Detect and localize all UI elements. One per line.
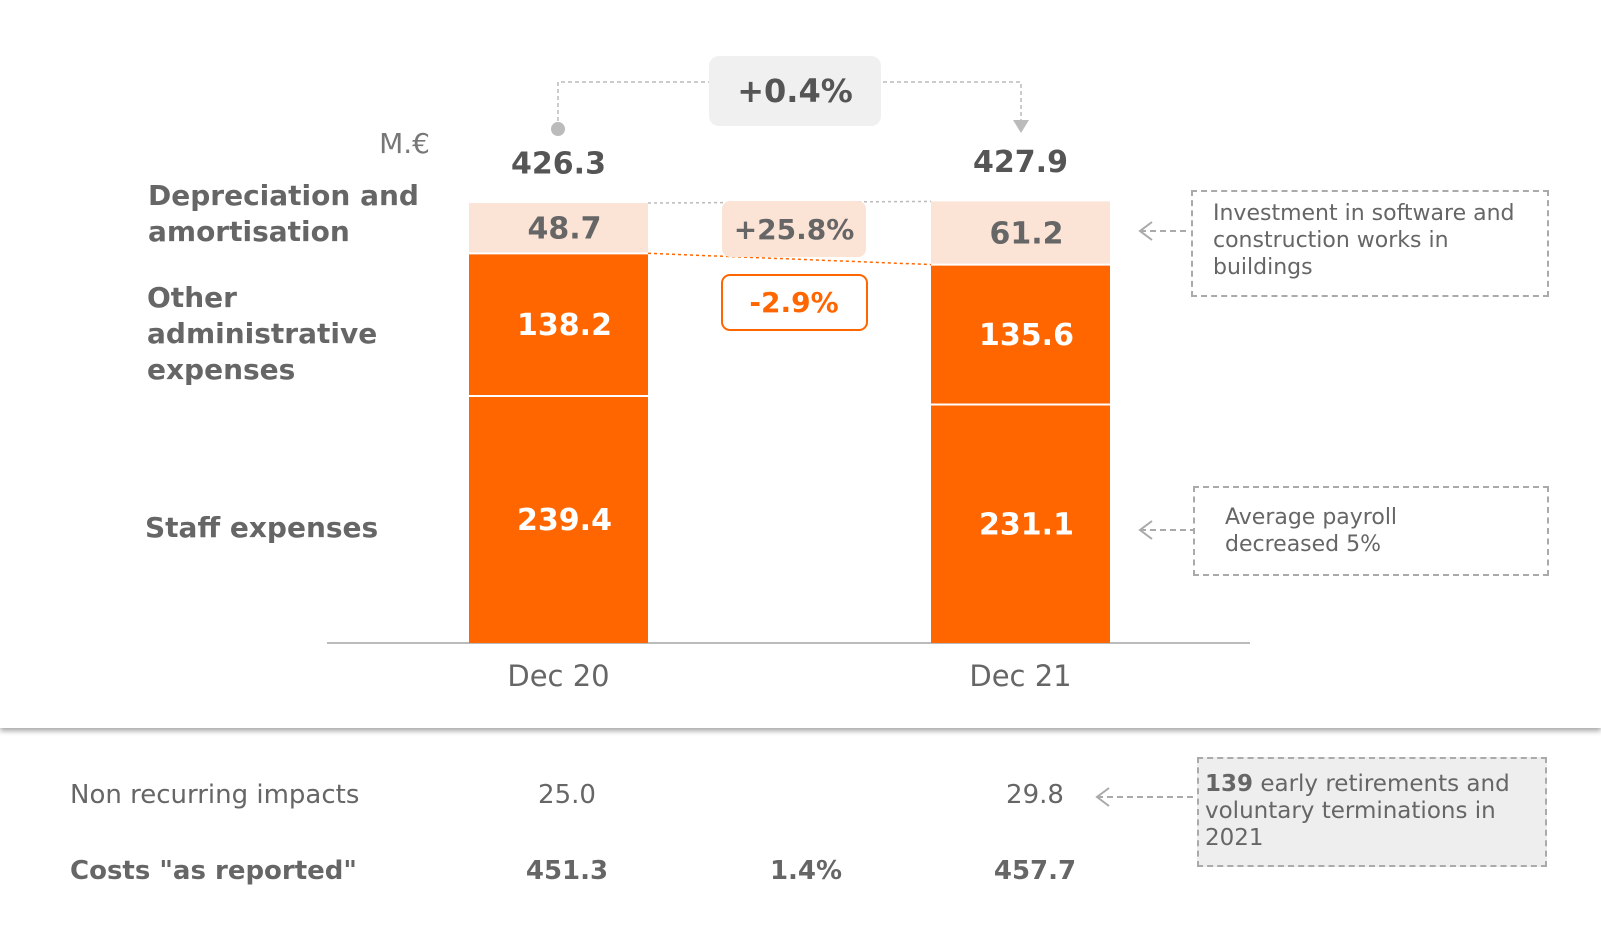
note-arrowhead [1138,221,1153,241]
bar-segment [469,203,648,254]
total-change-badge [709,56,881,126]
note-arrowhead [1138,520,1153,540]
data-label: 239.4 [517,503,612,538]
table-label: Non recurring impacts [70,780,360,810]
table-change: 1.4% [769,856,843,886]
data-label: 61.2 [989,216,1063,251]
total-label: 427.9 [973,145,1068,180]
table-value: 457.7 [993,856,1077,886]
change-badge [722,201,866,257]
data-label: 48.7 [527,212,601,247]
data-label: 135.6 [979,318,1074,353]
note-box: Investment in software and construction … [1191,190,1549,297]
bar-segment [931,404,1110,643]
bracket-dot [551,122,565,136]
series-label: Other administrative expenses [147,281,378,386]
table-value: 29.8 [1006,780,1064,810]
connector [647,200,932,204]
bracket [557,81,1022,128]
series-label: Depreciation and amortisation [148,179,419,248]
total-change-label: +0.4% [737,72,853,110]
data-label: 231.1 [979,507,1074,542]
table-value: 25.0 [538,780,596,810]
bar-segment [469,395,648,643]
x-tick-label: Dec 20 [507,659,609,693]
note-arrowhead [1095,787,1110,807]
change-badge [721,274,868,331]
note-box: Average payroll decreased 5% [1193,486,1549,576]
data-label: 138.2 [517,308,612,343]
table-value: 451.3 [525,856,609,886]
total-label: 426.3 [511,147,606,182]
change-label: -2.9% [749,286,838,319]
x-tick-label: Dec 21 [969,659,1071,693]
unit-label: M.€ [379,127,430,160]
note-box: 139 early retirements and voluntary term… [1197,757,1547,867]
series-label: Staff expenses [145,511,379,544]
change-label: +25.8% [734,213,855,246]
note-text: early retirements and voluntary terminat… [1205,771,1510,851]
connector [647,252,932,266]
bar-segment [469,253,648,396]
table-label: Costs "as reported" [70,856,357,886]
note-bold: 139 [1205,771,1254,797]
bar-segment [931,264,1110,405]
bracket-arrow [1013,120,1029,133]
bar-segment [931,201,1110,265]
